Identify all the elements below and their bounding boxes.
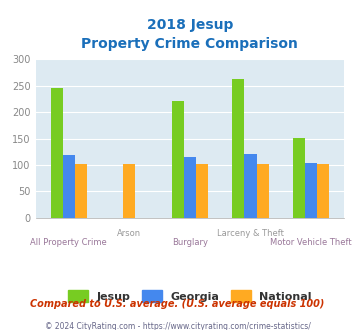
Bar [196, 164, 208, 218]
Text: Motor Vehicle Theft: Motor Vehicle Theft [270, 238, 352, 247]
Bar [232, 79, 245, 218]
Bar [123, 164, 135, 218]
Text: Burglary: Burglary [172, 238, 208, 247]
Bar [293, 138, 305, 218]
Title: 2018 Jesup
Property Crime Comparison: 2018 Jesup Property Crime Comparison [82, 18, 298, 51]
Bar [317, 164, 329, 218]
Text: Larceny & Theft: Larceny & Theft [217, 229, 284, 238]
Bar [75, 164, 87, 218]
Bar [51, 88, 63, 218]
Text: © 2024 CityRating.com - https://www.cityrating.com/crime-statistics/: © 2024 CityRating.com - https://www.city… [45, 322, 310, 330]
Bar [63, 155, 75, 218]
Text: Arson: Arson [117, 229, 141, 238]
Text: Compared to U.S. average. (U.S. average equals 100): Compared to U.S. average. (U.S. average … [30, 299, 325, 309]
Bar [257, 164, 269, 218]
Bar [245, 154, 257, 218]
Legend: Jesup, Georgia, National: Jesup, Georgia, National [68, 290, 312, 302]
Text: All Property Crime: All Property Crime [31, 238, 107, 247]
Bar [172, 101, 184, 218]
Bar [305, 163, 317, 218]
Bar [184, 157, 196, 218]
